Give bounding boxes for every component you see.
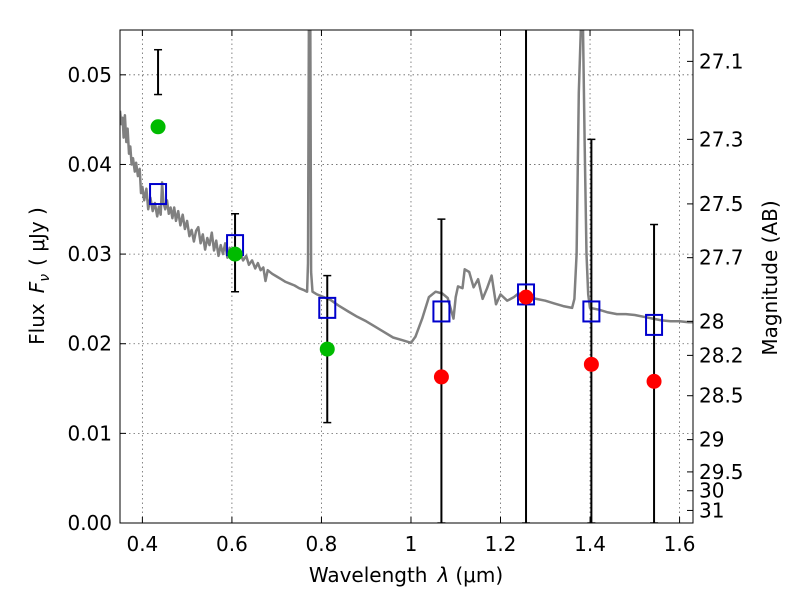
x-tick-label: 0.6: [216, 532, 248, 556]
y2-tick-label: 28.5: [699, 384, 744, 408]
x-tick-label: 1.4: [574, 532, 606, 556]
y2-tick-label: 31: [699, 498, 724, 522]
y2-tick-label: 28.2: [699, 343, 744, 367]
tick-layer: 0.4 0.6 0.8 1 1.2 1.4 1.6 0.00 0.01 0.02 0.03 0.04 0…: [67, 30, 744, 556]
x-tick-label: 0.4: [126, 532, 158, 556]
red-point-marker: [518, 289, 534, 305]
model-square-marker: [318, 296, 337, 319]
data-layer: [120, 30, 693, 523]
x-tick-label: 0.8: [306, 532, 338, 556]
y2-tick-label: 30: [699, 479, 724, 503]
y2-tick-label: 27.1: [699, 49, 744, 73]
green-point-marker: [150, 119, 166, 135]
green-point-marker: [227, 246, 243, 262]
y2-tick-label: 29.5: [699, 460, 744, 484]
y2-tick-label: 27.7: [699, 246, 744, 270]
y-axis-label: FluxFν( μJy ): [25, 207, 53, 345]
y-tick-label: 0.01: [67, 421, 112, 445]
green-point-marker: [319, 341, 335, 357]
y-tick-label: 0.00: [67, 511, 112, 535]
spectrum-line: [120, 30, 693, 345]
red-point-marker: [433, 369, 449, 385]
y-tick-label: 0.05: [67, 63, 112, 87]
y2-axis-label: Magnitude (AB): [758, 200, 782, 355]
y-tick-label: 0.02: [67, 332, 112, 356]
x-tick-label: 1: [405, 532, 418, 556]
y2-tick-label: 28: [699, 309, 724, 333]
model-square-marker: [645, 313, 664, 336]
x-axis-label: Wavelength λ (μm): [309, 563, 503, 587]
red-point-marker: [646, 373, 662, 389]
plot-frame: [119, 29, 694, 524]
y-tick-label: 0.04: [67, 152, 112, 176]
grid-layer: [120, 30, 693, 524]
y-tick-label: 0.03: [67, 242, 112, 266]
x-tick-label: 1.2: [485, 532, 517, 556]
model-square-marker: [432, 300, 451, 323]
model-square-marker: [582, 300, 601, 323]
y2-tick-label: 27.3: [699, 127, 744, 151]
red-point-marker: [583, 356, 599, 372]
x-tick-label: 1.6: [664, 532, 696, 556]
model-square-marker: [149, 183, 168, 206]
y2-tick-label: 29: [699, 428, 724, 452]
y2-tick-label: 27.5: [699, 192, 744, 216]
